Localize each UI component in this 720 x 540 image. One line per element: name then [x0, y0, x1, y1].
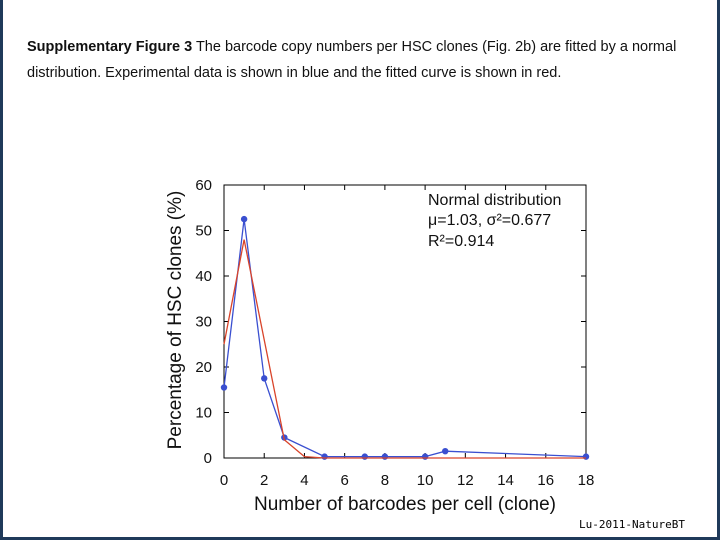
x-axis-ticks: 0 2 4 6 8 10 12 14 16 18: [220, 185, 595, 489]
y-axis-label: Percentage of HSC clones (%): [165, 191, 186, 450]
experimental-data-point: [381, 453, 389, 460]
experimental-data-point: [361, 453, 368, 460]
x-tick-label: 16: [537, 472, 554, 489]
y-tick-label: 50: [195, 223, 212, 240]
y-tick-label: 40: [195, 268, 212, 285]
experimental-data-point: [582, 453, 590, 460]
x-tick-label: 18: [578, 472, 595, 489]
y-tick-label: 20: [195, 359, 212, 376]
x-tick-label: 10: [417, 472, 434, 489]
x-tick-label: 0: [220, 472, 228, 489]
annotation-line-3: R²=0.914: [428, 233, 494, 250]
chart: 0 2 4 6 8 10 12 14 16 18 0 10 20 30 40 50 60 Number of …: [165, 177, 595, 515]
fit-series-line: [223, 239, 586, 459]
x-axis-label: Number of barcodes per cell (clone): [254, 494, 556, 515]
x-tick-label: 14: [497, 472, 514, 489]
caption-line-1: The barcode copy numbers per HSC clones …: [192, 39, 677, 55]
annotation-line-2: μ=1.03, σ²=0.677: [428, 212, 551, 229]
caption-line-2: distribution. Experimental data is shown…: [27, 65, 562, 81]
experimental-data-point: [442, 447, 449, 455]
x-tick-label: 6: [340, 472, 348, 489]
experimental-data-point: [421, 453, 429, 460]
experimental-series-line: [223, 219, 587, 458]
experimental-data-point: [261, 375, 268, 382]
x-tick-label: 2: [260, 472, 268, 489]
x-tick-label: 12: [457, 472, 474, 489]
y-tick-label: 30: [195, 314, 212, 331]
credit-text: Lu-2011-NatureBT: [579, 518, 685, 531]
figure-caption: Supplementary Figure 3 The barcode copy …: [27, 34, 707, 86]
x-tick-label: 8: [381, 472, 389, 489]
y-tick-label: 60: [195, 177, 212, 194]
caption-label: Supplementary Figure 3: [27, 39, 193, 55]
experimental-data-point: [321, 453, 328, 460]
x-tick-label: 4: [300, 472, 308, 489]
annotation-line-1: Normal distribution: [428, 192, 561, 209]
experimental-data-point: [220, 384, 228, 391]
experimental-data-point: [240, 215, 248, 223]
y-axis-ticks: 0 10 20 30 40 50 60: [195, 177, 586, 467]
series-layer: [220, 215, 590, 460]
y-tick-label: 0: [204, 450, 212, 467]
y-tick-label: 10: [195, 405, 212, 422]
